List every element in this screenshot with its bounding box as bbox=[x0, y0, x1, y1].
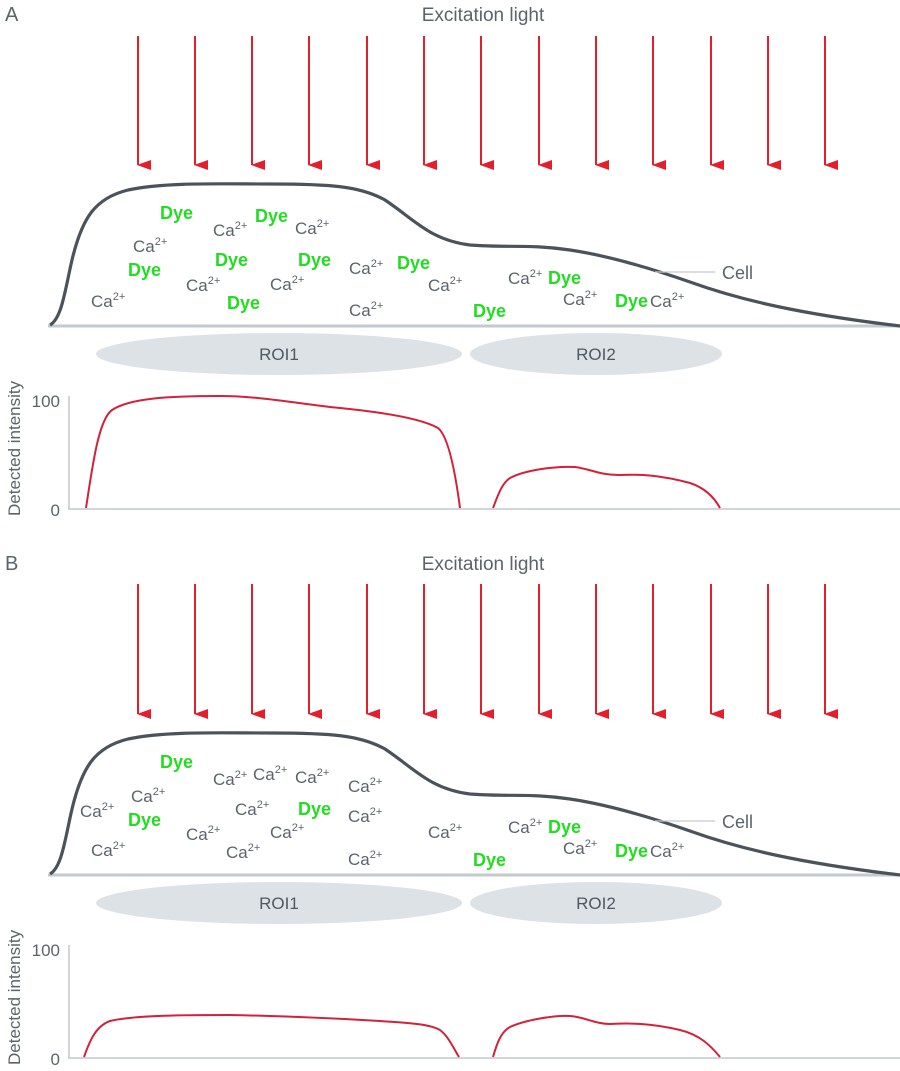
cell-label: Cell bbox=[722, 263, 753, 283]
dye-label: Dye bbox=[160, 752, 193, 772]
dye-label: Dye bbox=[298, 799, 331, 819]
roi1-label: ROI1 bbox=[259, 894, 299, 913]
calcium-ion-label: Ca2+ bbox=[295, 767, 329, 787]
dye-label: Dye bbox=[615, 841, 648, 861]
calcium-ion-label: Ca2+ bbox=[508, 268, 542, 288]
dye-label: Dye bbox=[615, 291, 648, 311]
panel-label: B bbox=[5, 553, 18, 575]
calcium-ion-label: Ca2+ bbox=[270, 822, 304, 842]
dye-label: Dye bbox=[227, 293, 260, 313]
roi2-ellipse bbox=[470, 333, 722, 375]
cell-outline bbox=[49, 731, 900, 877]
roi1-intensity-curve bbox=[83, 1013, 460, 1058]
roi2-intensity-curve bbox=[492, 1014, 721, 1058]
calcium-ion-label: Ca2+ bbox=[226, 842, 260, 862]
calcium-ion-label: Ca2+ bbox=[428, 822, 462, 842]
calcium-ion-label: Ca2+ bbox=[186, 275, 220, 295]
calcium-ion-label: Ca2+ bbox=[80, 801, 114, 821]
panel-label: A bbox=[5, 4, 19, 26]
calcium-ion-label: Ca2+ bbox=[133, 236, 167, 256]
calcium-ion-label: Ca2+ bbox=[213, 769, 247, 789]
calcium-ion-label: Ca2+ bbox=[91, 291, 125, 311]
dye-label: Dye bbox=[548, 817, 581, 837]
excitation-light-title: Excitation light bbox=[422, 554, 545, 575]
cell-outline bbox=[49, 182, 900, 328]
y-tick-0: 0 bbox=[51, 501, 60, 520]
calcium-ion-label: Ca2+ bbox=[235, 799, 269, 819]
intensity-chart-a: 100 0 Detected intensity bbox=[5, 380, 900, 520]
dye-label: Dye bbox=[473, 850, 506, 870]
dye-label: Dye bbox=[128, 260, 161, 280]
calcium-ion-label: Ca2+ bbox=[213, 220, 247, 240]
roi1-label: ROI1 bbox=[259, 345, 299, 364]
dye-label: Dye bbox=[160, 203, 193, 223]
excitation-arrows bbox=[137, 36, 838, 170]
calcium-ion-label: Ca2+ bbox=[349, 258, 383, 278]
y-tick-100: 100 bbox=[32, 941, 60, 960]
excitation-arrows bbox=[137, 584, 838, 719]
calcium-ion-label: Ca2+ bbox=[650, 291, 684, 311]
roi2-label: ROI2 bbox=[576, 345, 616, 364]
calcium-ion-label: Ca2+ bbox=[508, 817, 542, 837]
calcium-ion-label: Ca2+ bbox=[270, 274, 304, 294]
y-tick-0: 0 bbox=[51, 1050, 60, 1069]
roi2-ellipse bbox=[470, 882, 722, 924]
calcium-ion-label: Ca2+ bbox=[91, 840, 125, 860]
roi1-ellipse bbox=[96, 882, 462, 924]
calcium-ion-label: Ca2+ bbox=[253, 764, 287, 784]
cell-label: Cell bbox=[722, 812, 753, 832]
calcium-ion-label: Ca2+ bbox=[428, 275, 462, 295]
calcium-ion-label: Ca2+ bbox=[186, 824, 220, 844]
dye-label: Dye bbox=[128, 810, 161, 830]
intensity-chart-b: 100 0 Detected intensity bbox=[5, 929, 900, 1069]
roi-ellipses: ROI1 ROI2 bbox=[96, 333, 722, 375]
calcium-ion-label: Ca2+ bbox=[650, 841, 684, 861]
dye-label: Dye bbox=[548, 268, 581, 288]
roi1-ellipse bbox=[96, 333, 462, 375]
calcium-ion-label: Ca2+ bbox=[348, 776, 382, 796]
calcium-ion-label: Ca2+ bbox=[295, 218, 329, 238]
dye-label: Dye bbox=[215, 250, 248, 270]
dye-label: Dye bbox=[473, 301, 506, 321]
calcium-ion-label: Ca2+ bbox=[348, 849, 382, 869]
dye-label: Dye bbox=[298, 250, 331, 270]
roi-ellipses: ROI1 ROI2 bbox=[96, 882, 722, 924]
roi1-intensity-curve bbox=[85, 394, 461, 509]
y-axis-label: Detected intensity bbox=[5, 929, 24, 1065]
excitation-light-title: Excitation light bbox=[422, 5, 545, 26]
calcium-ion-label: Ca2+ bbox=[563, 289, 597, 309]
calcium-ion-label: Ca2+ bbox=[131, 786, 165, 806]
y-tick-100: 100 bbox=[32, 392, 60, 411]
calcium-ion-label: Ca2+ bbox=[349, 300, 383, 320]
roi2-intensity-curve bbox=[492, 465, 721, 509]
dye-label: Dye bbox=[397, 253, 430, 273]
calcium-ion-label: Ca2+ bbox=[348, 806, 382, 826]
roi2-label: ROI2 bbox=[576, 894, 616, 913]
calcium-ion-label: Ca2+ bbox=[563, 838, 597, 858]
dye-label: Dye bbox=[255, 206, 288, 226]
y-axis-label: Detected intensity bbox=[5, 380, 24, 516]
